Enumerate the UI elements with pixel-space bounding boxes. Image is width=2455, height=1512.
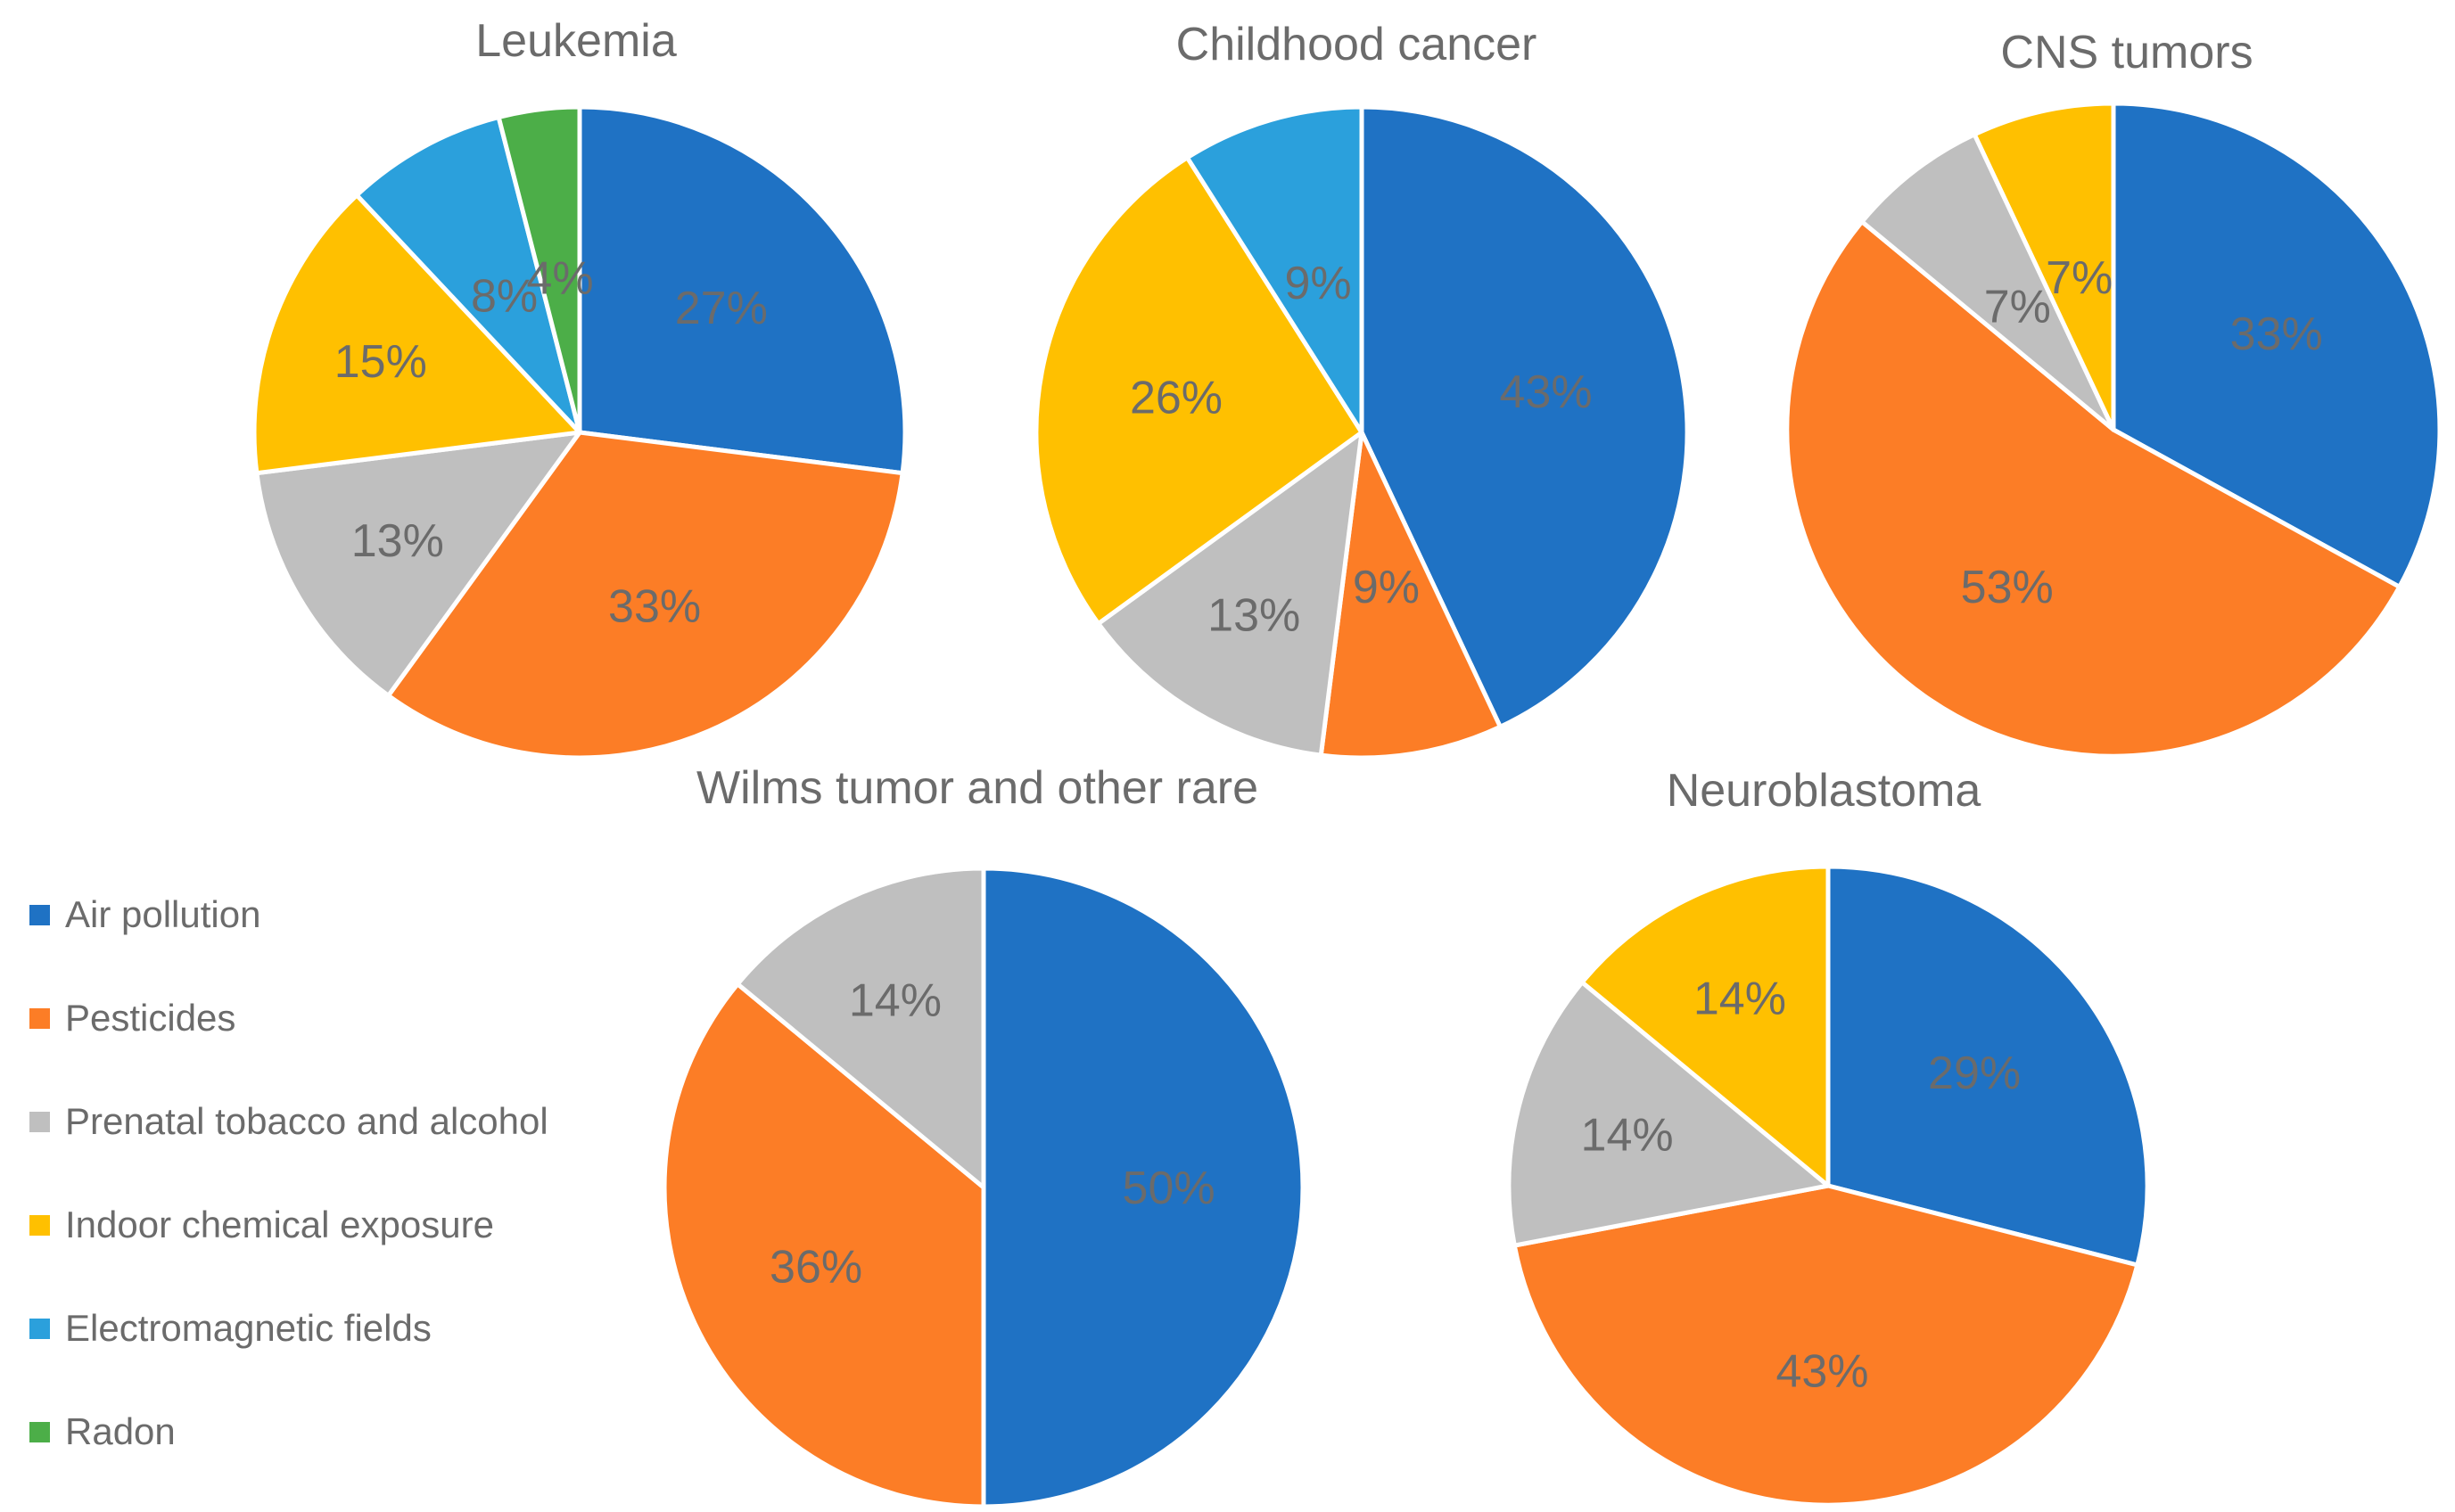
legend-item-label: Indoor chemical exposure bbox=[65, 1204, 494, 1245]
data-label-pesticides: 33% bbox=[608, 581, 701, 633]
pie-slice-air-pollution bbox=[1825, 864, 2150, 1268]
data-label-prenatal-tobacco-and-alcohol: 7% bbox=[1984, 281, 2051, 333]
legend-item-electromagnetic-fields: Electromagnetic fields bbox=[29, 1305, 548, 1352]
data-label-indoor-chemical-exposure: 14% bbox=[1693, 974, 1786, 1025]
pie-slice-prenatal-tobacco-and-alcohol bbox=[254, 430, 582, 698]
pie-slice-pesticides bbox=[662, 982, 986, 1508]
data-label-air-pollution: 29% bbox=[1928, 1048, 2021, 1099]
data-label-prenatal-tobacco-and-alcohol: 14% bbox=[1581, 1109, 1674, 1161]
pie-leukemia: 27% 33% 13% 15% 8%4% bbox=[251, 104, 908, 760]
legend-item-label: Air pollution bbox=[65, 893, 261, 935]
pie-slice-indoor-chemical-exposure bbox=[251, 193, 582, 476]
indoor-chemical-swatch-icon bbox=[29, 1214, 50, 1236]
data-label-pesticides: 9% bbox=[1353, 562, 1420, 613]
legend-item-label: Prenatal tobacco and alcohol bbox=[65, 1100, 548, 1142]
pie-wilms-tumor-and-other-rare: 50% 36% 14% bbox=[662, 866, 1306, 1508]
data-label-prenatal-tobacco-and-alcohol: 13% bbox=[351, 515, 444, 567]
pie-slice-air-pollution bbox=[2111, 101, 2443, 589]
legend-item-pesticides: Pesticides bbox=[29, 995, 548, 1041]
chart-title-childhood-cancer: Childhood cancer bbox=[1175, 19, 1537, 70]
pie-slice-electromagnetic-fields bbox=[354, 115, 582, 435]
data-label-pesticides: 43% bbox=[1775, 1346, 1868, 1398]
pie-slice-pesticides bbox=[386, 430, 905, 760]
pie-slice-pesticides bbox=[1784, 219, 2402, 759]
chart-title-leukemia: Leukemia bbox=[475, 15, 677, 67]
radon-swatch-icon bbox=[29, 1421, 50, 1442]
data-label-indoor-chemical-exposure: 26% bbox=[1130, 373, 1223, 424]
legend-item-air-pollution: Air pollution bbox=[29, 892, 548, 938]
pie-cns-tumors: 33% 53% 7%7% bbox=[1784, 101, 2443, 759]
prenatal-tobacco-swatch-icon bbox=[29, 1111, 50, 1132]
legend-item-label: Radon bbox=[65, 1410, 176, 1452]
pie-slice-indoor-chemical-exposure bbox=[1034, 155, 1364, 626]
data-label-radon: 4% bbox=[526, 252, 593, 304]
data-label-prenatal-tobacco-and-alcohol: 13% bbox=[1207, 589, 1300, 641]
pie-slice-air-pollution bbox=[1359, 104, 1690, 729]
data-label-indoor-chemical-exposure: 15% bbox=[334, 336, 427, 388]
data-label-prenatal-tobacco-and-alcohol: 14% bbox=[849, 975, 942, 1027]
chart-title-wilms-tumor: Wilms tumor and other rare bbox=[696, 762, 1258, 814]
pie-slice-prenatal-tobacco-and-alcohol bbox=[1096, 430, 1364, 758]
pie-slice-indoor-chemical-exposure bbox=[1579, 864, 1831, 1188]
pie-slice-prenatal-tobacco-and-alcohol bbox=[1859, 132, 2116, 432]
pie-slice-radon bbox=[496, 104, 582, 435]
data-label-air-pollution: 27% bbox=[675, 283, 768, 334]
pie-neuroblastoma: 29% 43% 14% 14% bbox=[1506, 864, 2150, 1508]
pie-slice-indoor-chemical-exposure bbox=[1972, 101, 2116, 432]
pie-childhood-cancer: 43% 9% 13% 26% 9% bbox=[1034, 104, 1690, 760]
legend-item-prenatal-tobacco-and-alcohol: Prenatal tobacco and alcohol bbox=[29, 1098, 548, 1145]
pie-slice-prenatal-tobacco-and-alcohol bbox=[1506, 980, 1831, 1248]
data-label-air-pollution: 50% bbox=[1123, 1163, 1215, 1214]
legend-item-radon: Radon bbox=[29, 1409, 548, 1455]
legend: Air pollution Pesticides Prenatal tobacc… bbox=[29, 892, 548, 1512]
chart-title-neuroblastoma: Neuroblastoma bbox=[1666, 765, 1981, 817]
pie-slice-pesticides bbox=[1318, 430, 1503, 760]
pie-slice-air-pollution bbox=[577, 104, 908, 476]
pie-slice-electromagnetic-fields bbox=[1184, 104, 1364, 435]
data-label-pesticides: 36% bbox=[770, 1242, 862, 1294]
pie-slice-air-pollution bbox=[981, 866, 1306, 1508]
data-label-electromagnetic-fields: 9% bbox=[1285, 258, 1352, 309]
legend-item-label: Electromagnetic fields bbox=[65, 1307, 432, 1349]
legend-item-label: Pesticides bbox=[65, 997, 236, 1039]
data-label-electromagnetic-fields: 8% bbox=[471, 271, 538, 323]
legend-item-indoor-chemical-exposure: Indoor chemical exposure bbox=[29, 1202, 548, 1248]
data-label-indoor-chemical-exposure: 7% bbox=[2046, 252, 2113, 304]
chart-title-cns-tumors: CNS tumors bbox=[2000, 27, 2253, 78]
data-label-air-pollution: 43% bbox=[1500, 366, 1593, 418]
data-label-air-pollution: 33% bbox=[2230, 308, 2323, 360]
pesticides-swatch-icon bbox=[29, 1007, 50, 1029]
data-label-pesticides: 53% bbox=[1961, 562, 2054, 613]
pie-slice-prenatal-tobacco-and-alcohol bbox=[735, 866, 986, 1190]
electromagnetic-fields-swatch-icon bbox=[29, 1318, 50, 1339]
pie-slice-pesticides bbox=[1512, 1183, 2140, 1508]
air-pollution-swatch-icon bbox=[29, 904, 50, 925]
